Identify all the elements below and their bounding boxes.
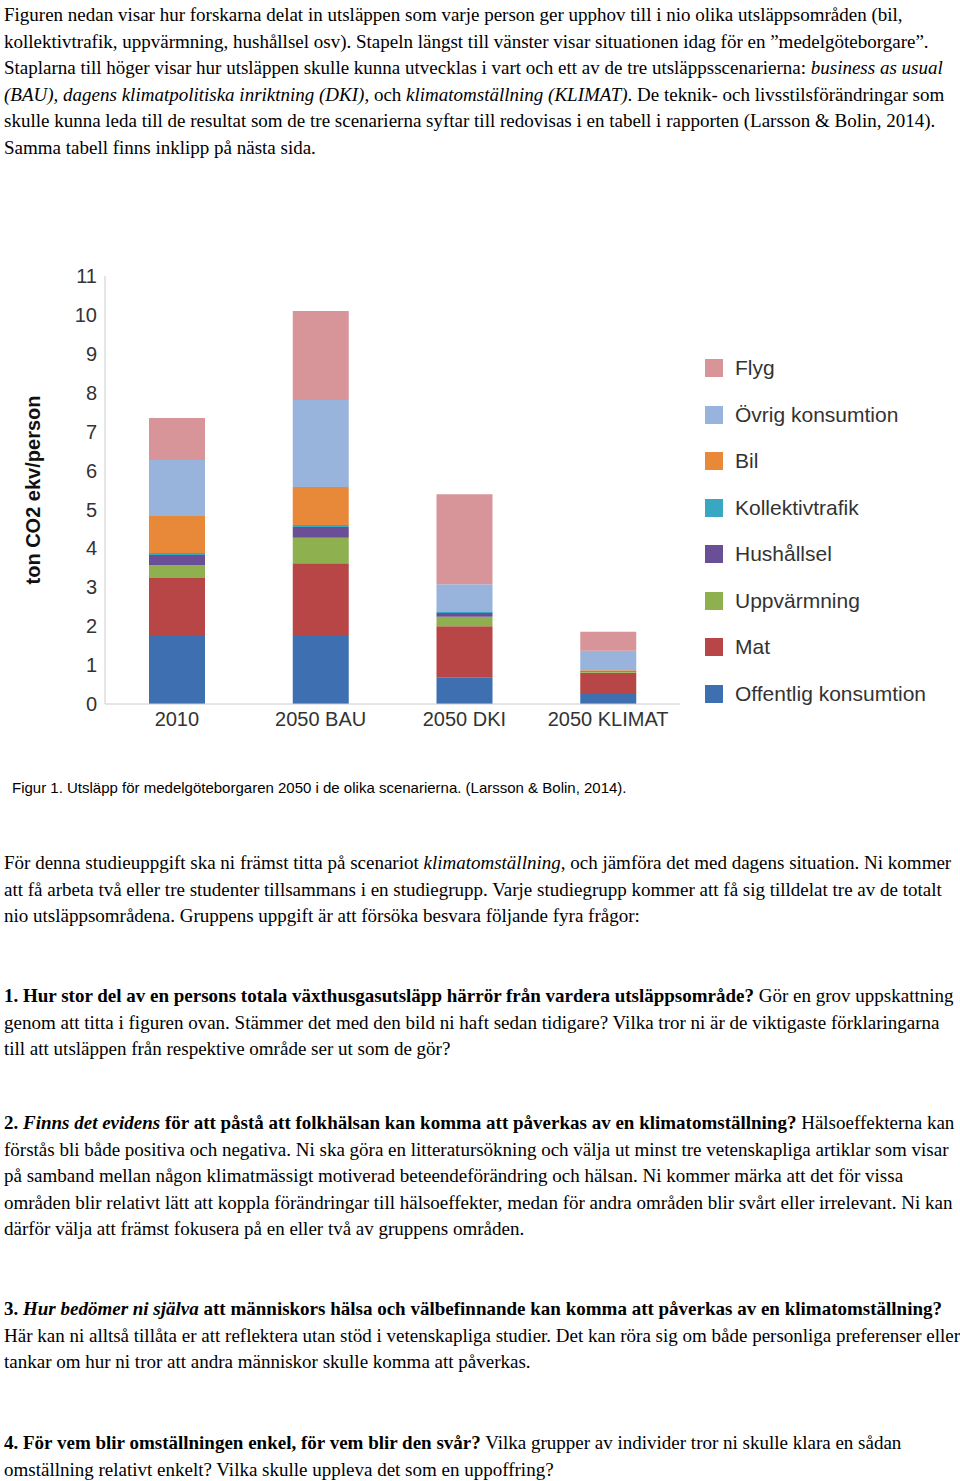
html-text:För denna studieuppgift ska ni: För denna studieuppgift ska ni främst ti… xyxy=(4,852,952,926)
html-text:Flyg: Flyg xyxy=(735,356,775,380)
html-text:Bil: Bil xyxy=(735,449,759,473)
svg-text:ton CO2 ekv/person: ton CO2 ekv/person xyxy=(22,396,44,585)
html-text:Här kan ni alltså tillåta er a: Här kan ni alltså tillåta er att reflekt… xyxy=(4,1324,960,1372)
svg-text:2050 KLIMAT: 2050 KLIMAT xyxy=(548,708,669,730)
svg-text:1: 1 xyxy=(86,654,97,676)
html-text:2. Finns det evidens för att p: 2. Finns det evidens för att påstå att f… xyxy=(4,1112,955,1239)
svg-text:11: 11 xyxy=(76,265,97,287)
html-text:Figur 1. Utsläpp för medelgöte: Figur 1. Utsläpp för medelgöteborgaren 2… xyxy=(12,779,627,796)
svg-text:3: 3 xyxy=(86,576,97,598)
html-text:Uppvärmning: Uppvärmning xyxy=(735,588,860,612)
html-text:Kollektivtrafik: Kollektivtrafik xyxy=(735,495,859,519)
html-text:3. Hur bedömer ni själva att m: 3. Hur bedömer ni själva att människors … xyxy=(4,1298,942,1319)
html-text:Övrig konsumtion: Övrig konsumtion xyxy=(735,402,899,426)
svg-text:8: 8 xyxy=(86,382,97,404)
svg-text:2: 2 xyxy=(86,615,97,637)
svg-text:7: 7 xyxy=(86,421,97,443)
svg-text:0: 0 xyxy=(86,693,97,715)
svg-text:2050 BAU: 2050 BAU xyxy=(275,708,366,730)
svg-text:10: 10 xyxy=(75,304,97,326)
html-text:1. Hur stor del av en persons: 1. Hur stor del av en persons totala väx… xyxy=(4,985,954,1059)
svg-text:9: 9 xyxy=(86,343,97,365)
svg-text:4: 4 xyxy=(86,537,97,559)
html-text:Offentlig konsumtion: Offentlig konsumtion xyxy=(735,681,927,705)
svg-text:2010: 2010 xyxy=(155,708,200,730)
html-text:Figuren nedan visar hur forska: Figuren nedan visar hur forskarna delat … xyxy=(4,4,945,158)
svg-text:2050 DKI: 2050 DKI xyxy=(423,708,506,730)
html-text:Mat: Mat xyxy=(735,635,770,659)
html-text:Hushållsel: Hushållsel xyxy=(735,542,832,566)
html-text:4. För vem blir omställningen: 4. För vem blir omställningen enkel, för… xyxy=(4,1432,902,1480)
svg-text:5: 5 xyxy=(86,499,97,521)
svg-text:6: 6 xyxy=(86,460,97,482)
